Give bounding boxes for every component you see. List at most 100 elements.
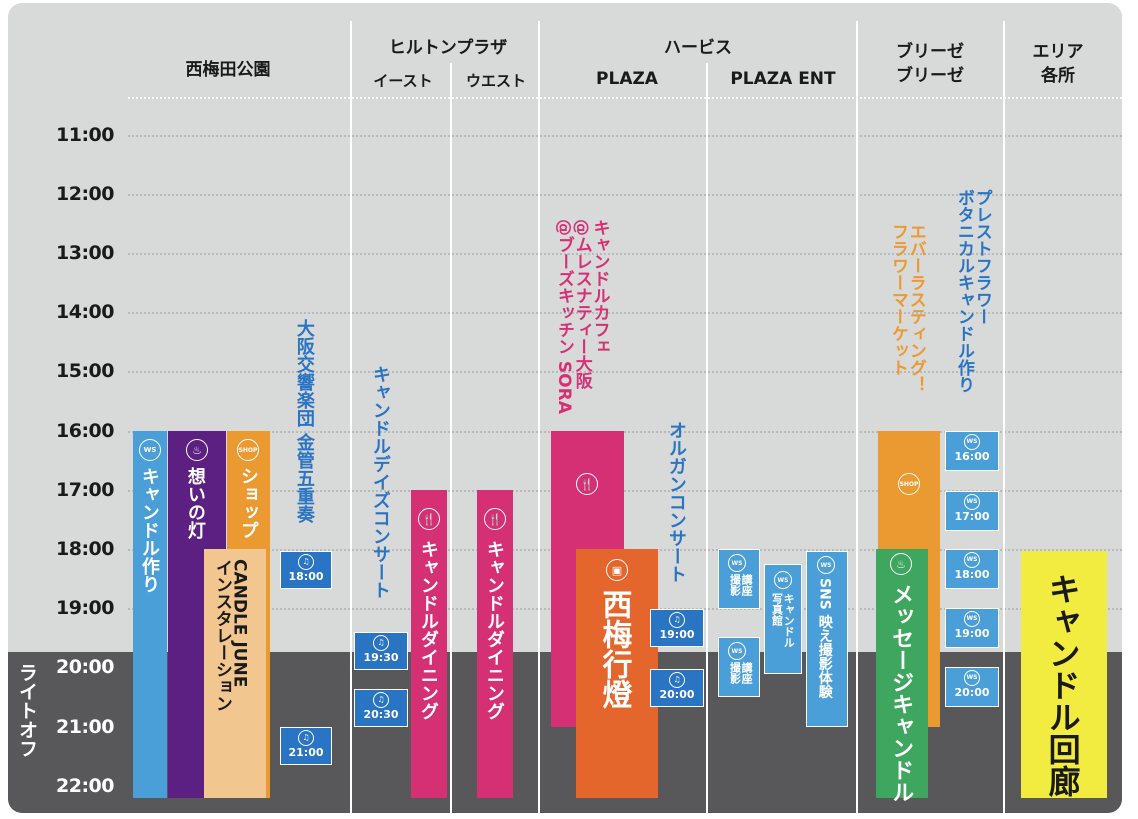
chip-time: 19:00 bbox=[659, 628, 695, 641]
ws-chip[interactable]: WS 19:00 bbox=[945, 608, 999, 648]
shop-icon: SHOP bbox=[898, 473, 920, 495]
event-candle-june[interactable]: CANDLE JUNE インスタレーション bbox=[204, 549, 266, 798]
chip-time: 21:00 bbox=[288, 746, 324, 759]
gridline bbox=[128, 312, 1122, 314]
event-everlasting-flower-title: エバーラスティング！ フラワーマーケット bbox=[887, 223, 926, 393]
ws-icon: WS bbox=[964, 434, 980, 450]
concert-chip[interactable]: ♫ 20:30 bbox=[354, 689, 408, 727]
event-sns-photo[interactable]: WS SNS 映え撮影体験 bbox=[806, 551, 848, 727]
event-label: キャンドルダイニング bbox=[483, 540, 505, 720]
ws-icon: WS bbox=[728, 554, 746, 572]
chip-time: 17:00 bbox=[954, 510, 990, 523]
event-candle-corridor[interactable]: キャンドル回廊 bbox=[1021, 551, 1107, 798]
event-label: SNS 映え撮影体験 bbox=[816, 578, 833, 699]
concert-chip[interactable]: ♫ 19:30 bbox=[354, 632, 408, 670]
time-label: 11:00 bbox=[56, 124, 114, 146]
ws-icon: WS bbox=[964, 670, 980, 686]
time-label: 18:00 bbox=[56, 538, 114, 560]
event-candle-cafe-title: キャンドルカフェ @ムレスナティー大阪 @ブーズキッチン SORA bbox=[553, 219, 610, 414]
music-note-icon: ♫ bbox=[669, 612, 685, 628]
venue-hilton-plaza: ヒルトンプラザ bbox=[388, 38, 508, 58]
ws-chip[interactable]: WS 17:00 bbox=[945, 491, 999, 531]
gridline bbox=[128, 490, 1122, 492]
venue-herbis-plaza: PLAZA bbox=[596, 69, 658, 89]
ws-chip[interactable]: WS 20:00 bbox=[945, 667, 999, 707]
event-message-candle[interactable]: ♨ メッセージキャンドル bbox=[876, 549, 928, 803]
venue-nishiumeda-park: 西梅田公園 bbox=[185, 60, 271, 80]
gridline bbox=[128, 431, 1122, 433]
candle-icon: ♨ bbox=[186, 439, 208, 461]
chip-time: 19:30 bbox=[363, 651, 399, 664]
event-label: 講座 撮影 bbox=[728, 662, 754, 684]
event-label: 西梅行燈 bbox=[596, 589, 632, 709]
event-candle-photo-studio[interactable]: WS キャンドル 写真館 bbox=[764, 564, 802, 674]
concert-chip[interactable]: ♫ 21:00 bbox=[280, 727, 332, 765]
chip-time: 16:00 bbox=[954, 450, 990, 463]
time-label: 17:00 bbox=[56, 479, 114, 501]
concert-chip[interactable]: ♫ 20:00 bbox=[650, 669, 704, 707]
event-lecture-photo-1[interactable]: WS 講座 撮影 bbox=[718, 549, 760, 609]
ws-icon: WS bbox=[817, 556, 835, 574]
ws-icon: WS bbox=[964, 494, 980, 510]
music-note-icon: ♫ bbox=[298, 554, 314, 570]
concert-chip[interactable]: ♫ 19:00 bbox=[650, 609, 704, 647]
column-divider bbox=[350, 21, 352, 813]
event-candle-dining-west[interactable]: 🍴 キャンドルダイニング bbox=[477, 490, 513, 798]
venue-herbis: ハービス bbox=[664, 38, 732, 58]
event-pressed-flower-title: プレストフラワー ボタニカルキャンドル作り bbox=[953, 189, 992, 393]
chip-time: 18:00 bbox=[288, 570, 324, 583]
venue-hilton-east: イースト bbox=[373, 72, 433, 90]
event-osaka-orchestra: 大阪交響楽団 金管五重奏 bbox=[293, 319, 315, 524]
event-label: キャンドル 写真館 bbox=[770, 593, 796, 648]
venue-area-line2: 各所 bbox=[1041, 66, 1075, 86]
dining-icon: 🍴 bbox=[484, 508, 506, 530]
ws-icon: WS bbox=[964, 611, 980, 627]
event-candle-days-concert: キャンドルデイズコンサート bbox=[369, 365, 391, 599]
column-divider bbox=[856, 21, 858, 813]
event-label: キャンドル作り bbox=[138, 467, 160, 593]
time-label: 15:00 bbox=[56, 360, 114, 382]
music-note-icon: ♫ bbox=[373, 692, 389, 708]
ws-chip[interactable]: WS 16:00 bbox=[945, 431, 999, 471]
chip-time: 20:30 bbox=[363, 708, 399, 721]
ws-icon: WS bbox=[728, 642, 746, 660]
event-lecture-photo-2[interactable]: WS 講座 撮影 bbox=[718, 637, 760, 697]
event-label: 想いの灯 bbox=[184, 467, 206, 539]
time-label: 12:00 bbox=[56, 183, 114, 205]
venue-area-line1: エリア bbox=[1032, 42, 1084, 62]
shop-icon: SHOP bbox=[237, 439, 259, 461]
music-note-icon: ♫ bbox=[373, 635, 389, 651]
time-label: 21:00 bbox=[56, 716, 114, 738]
chip-time: 19:00 bbox=[954, 627, 990, 640]
chip-time: 20:00 bbox=[954, 686, 990, 699]
timetable-board: 西梅田公園 ヒルトンプラザ イースト ウエスト ハービス PLAZA PLAZA… bbox=[8, 3, 1122, 813]
gridline bbox=[128, 253, 1122, 255]
gridline bbox=[128, 371, 1122, 373]
concert-chip[interactable]: ♫ 18:00 bbox=[280, 551, 332, 589]
time-label: 16:00 bbox=[56, 420, 114, 442]
time-label: 22:00 bbox=[56, 775, 114, 797]
event-label: キャンドル回廊 bbox=[1043, 573, 1082, 797]
ws-chip[interactable]: WS 18:00 bbox=[945, 549, 999, 589]
event-label: メッセージキャンドル bbox=[888, 583, 914, 803]
gridline bbox=[128, 194, 1122, 196]
ws-icon: WS bbox=[139, 439, 161, 461]
event-nishiumeda-lantern[interactable]: ▣ 西梅行燈 bbox=[576, 549, 658, 798]
ws-icon: WS bbox=[964, 552, 980, 568]
event-label: 講座 撮影 bbox=[728, 574, 754, 596]
time-label: 14:00 bbox=[56, 301, 114, 323]
event-label: キャンドルダイニング bbox=[417, 540, 439, 720]
venue-herbis-plaza-ent: PLAZA ENT bbox=[730, 69, 836, 89]
music-note-icon: ♫ bbox=[298, 730, 314, 746]
venue-breeze-line2: ブリーゼ bbox=[896, 66, 964, 86]
event-candle-dining-east[interactable]: 🍴 キャンドルダイニング bbox=[411, 490, 447, 798]
time-label: 13:00 bbox=[56, 242, 114, 264]
time-label: 20:00 bbox=[56, 656, 114, 678]
venue-hilton-west: ウエスト bbox=[465, 72, 526, 90]
event-candle-making[interactable]: WS キャンドル作り bbox=[133, 431, 167, 798]
gridline bbox=[128, 135, 1122, 137]
column-divider bbox=[706, 63, 708, 813]
music-note-icon: ♫ bbox=[669, 672, 685, 688]
ws-icon: WS bbox=[774, 571, 792, 589]
